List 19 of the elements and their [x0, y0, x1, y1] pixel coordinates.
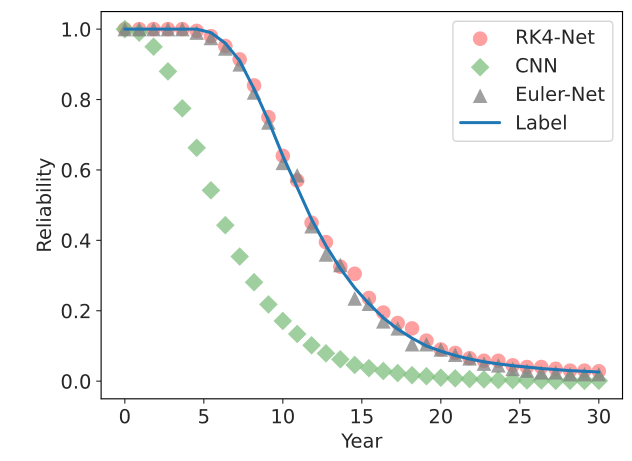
x-tick-label: 20: [430, 408, 452, 424]
x-tick-label: 5: [199, 409, 208, 424]
legend-label: Euler-Net: [517, 86, 605, 102]
y-tick-label: 0.0: [62, 374, 90, 389]
x-tick-label: 0: [120, 408, 130, 424]
legend-label: Label: [517, 114, 566, 130]
legend-label: CNN: [516, 58, 556, 73]
y-axis-title: Reliability: [36, 158, 55, 251]
x-tick-label: 10: [272, 408, 294, 424]
y-tick-label: 1.0: [62, 22, 90, 37]
x-tick-label: 15: [352, 409, 372, 424]
y-tick-label: 0.2: [62, 304, 90, 318]
y-tick-label: 0.6: [62, 162, 90, 178]
x-tick-label: 25: [508, 408, 530, 424]
y-tick-label: 0.8: [62, 92, 90, 108]
x-tick-label: 30: [588, 408, 610, 424]
legend-label: RK4-Net: [517, 30, 594, 44]
x-axis-title: Year: [341, 433, 382, 448]
y-tick-label: 0.4: [62, 233, 90, 248]
